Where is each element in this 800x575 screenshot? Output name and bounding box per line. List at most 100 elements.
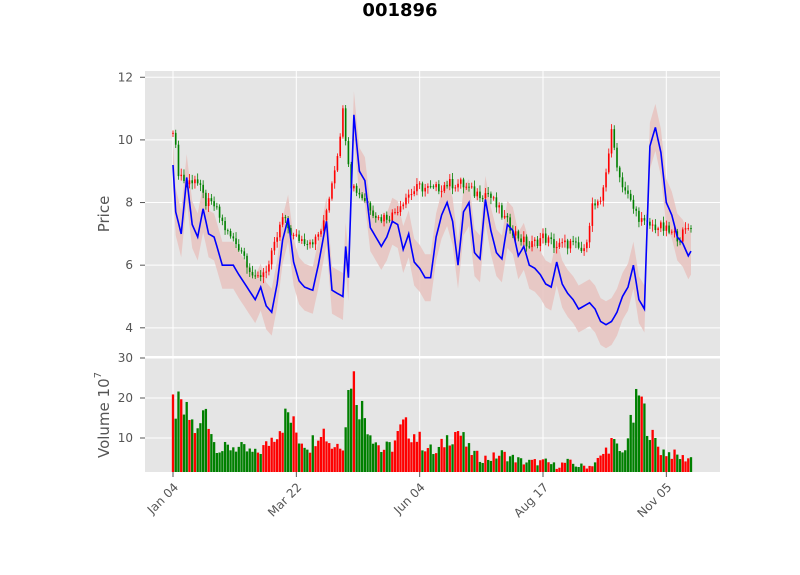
candle-body — [660, 222, 662, 229]
candle-body — [462, 179, 465, 188]
volume-bar — [413, 434, 416, 472]
candle-body — [298, 234, 300, 241]
volume-bar — [374, 442, 377, 472]
candle-body — [336, 156, 339, 171]
volume-bar — [645, 435, 649, 472]
candle-body — [172, 132, 174, 134]
candle-body — [347, 141, 350, 165]
candle-body — [501, 205, 503, 218]
volume-bar — [514, 462, 517, 472]
candle-body — [331, 183, 333, 199]
volume-axis-label: Volume 107 — [93, 372, 113, 458]
candle-body — [498, 205, 500, 208]
volume-bar — [492, 452, 495, 472]
volume-bar — [292, 416, 295, 472]
volume-bar — [585, 468, 589, 472]
volume-bar — [380, 451, 383, 472]
candle-body — [276, 237, 278, 242]
volume-tick-label: 30 — [118, 351, 133, 365]
volume-bar — [473, 450, 476, 472]
volume-bar — [286, 412, 290, 472]
gridlines — [145, 71, 720, 472]
volume-bar — [229, 450, 232, 472]
volume-bar — [511, 454, 515, 472]
volume-bar — [445, 435, 449, 472]
candle-body — [377, 217, 380, 219]
volume-bar — [303, 447, 306, 472]
volume-bar — [196, 428, 199, 472]
volume-bar — [566, 458, 569, 472]
volume-bar — [410, 442, 413, 472]
candle-body — [607, 153, 610, 173]
volume-bar — [328, 443, 331, 472]
candle-body — [473, 186, 476, 197]
volume-bar — [289, 422, 293, 472]
volume-bar — [234, 451, 238, 472]
volume-tick-label: 20 — [118, 391, 133, 405]
candle-body — [385, 214, 388, 220]
candle-body — [416, 184, 418, 192]
candle-body — [566, 240, 569, 249]
price-tick-label: 12 — [118, 70, 133, 84]
volume-bar — [588, 465, 591, 472]
volume-bar — [243, 444, 246, 472]
volume-bar — [322, 428, 325, 472]
candle-body — [448, 179, 451, 187]
volume-bar — [207, 428, 210, 472]
volume-bar — [437, 446, 441, 472]
volume-bar — [662, 449, 665, 472]
candle-body — [235, 238, 237, 245]
volume-bar — [360, 400, 364, 472]
volume-bar — [550, 464, 553, 472]
candle-body — [550, 237, 553, 240]
candle-body — [454, 187, 457, 189]
candle-body — [320, 230, 322, 235]
candle-body — [202, 184, 204, 193]
candle-body — [588, 225, 591, 243]
volume-bar — [174, 418, 177, 472]
volume-bar — [171, 394, 175, 472]
candle-body — [268, 264, 270, 272]
price-axis-label: Price — [95, 196, 113, 233]
volume-bar — [423, 451, 427, 472]
volume-bar — [640, 396, 643, 472]
volume-bar — [632, 422, 635, 472]
candle-body — [665, 225, 668, 231]
volume-bar — [429, 444, 432, 472]
candle-body — [440, 191, 443, 193]
volume-bar — [341, 450, 345, 472]
volume-bar — [443, 447, 446, 472]
candle-body — [279, 224, 281, 238]
volume-bar — [226, 444, 229, 472]
price-tick-label: 10 — [118, 133, 133, 147]
candle-body — [290, 228, 292, 236]
candle-body — [372, 210, 374, 216]
candle-body — [649, 221, 651, 226]
volume-bar — [580, 463, 583, 472]
candle-body — [673, 231, 676, 233]
x-tick-label: Mar 22 — [265, 480, 304, 519]
volume-bar — [347, 390, 350, 472]
volume-bar — [456, 431, 460, 472]
volume-bar — [426, 448, 430, 472]
volume-bar — [536, 465, 539, 472]
candle-body — [177, 144, 180, 177]
volume-exponent: 7 — [93, 372, 104, 378]
volume-bar — [481, 462, 484, 472]
volume-bar — [432, 454, 435, 472]
candle-body — [457, 183, 459, 188]
candle-body — [254, 275, 257, 277]
volume-bar — [500, 450, 504, 472]
volume-bar — [593, 462, 597, 472]
candle-body — [599, 200, 602, 202]
candle-body — [435, 184, 437, 188]
volume-bar — [363, 418, 367, 472]
volume-bar — [306, 449, 309, 472]
candle-body — [531, 241, 533, 248]
volume-bar — [654, 438, 657, 472]
candle-body — [262, 272, 265, 277]
candle-body — [281, 217, 284, 225]
volume-bar — [626, 438, 630, 472]
volume-bar — [454, 432, 457, 472]
candle-body — [451, 179, 454, 189]
